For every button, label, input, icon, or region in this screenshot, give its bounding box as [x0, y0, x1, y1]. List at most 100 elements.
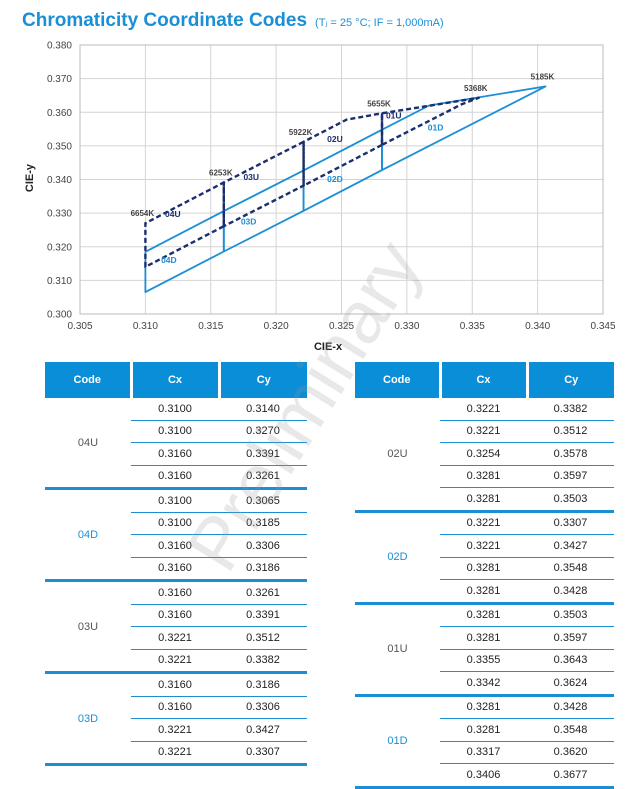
cy-value: 0.3428 [527, 579, 614, 605]
chart-regions [144, 85, 547, 294]
bin-code: 03U [45, 580, 131, 674]
cct-label: 5922K [289, 128, 313, 137]
table-row: 0.3281 0.3428 [355, 579, 614, 605]
cy-value: 0.3391 [219, 442, 307, 466]
y-axis-label: CIE-y [24, 163, 36, 192]
plot-frame [79, 44, 604, 315]
x-tick-label: 0.315 [198, 321, 223, 332]
cy-value: 0.3503 [527, 603, 614, 627]
y-tick-label: 0.320 [47, 242, 72, 253]
right-code-table: Code Cx Cy 02U 0.3221 0.3382 0.3221 0.3512 0.325… [355, 362, 614, 789]
y-tick-label: 0.330 [47, 209, 72, 220]
table-row: 0.3221 0.3512 [45, 626, 307, 650]
table-row: 02U 0.3221 0.3382 [355, 398, 614, 513]
table-row: 0.3160 0.3261 [45, 465, 307, 490]
table-row: 0.3221 0.3307 [45, 741, 307, 766]
region-label: 03D [241, 217, 257, 227]
cy-value: 0.3620 [527, 741, 614, 764]
cy-value: 0.3270 [219, 420, 307, 443]
cy-value: 0.3548 [527, 557, 614, 580]
cy-value: 0.3261 [219, 580, 307, 605]
bin-code: 04U [45, 398, 131, 490]
region-01u [380, 96, 480, 147]
cx-value: 0.3281 [440, 695, 527, 719]
cy-value: 0.3597 [527, 465, 614, 488]
column-header: Cy [525, 362, 614, 398]
region-label: 02U [327, 134, 343, 144]
x-tick-label: 0.345 [590, 321, 615, 332]
x-tick-label: 0.310 [133, 321, 158, 332]
table-row: 0.3355 0.3643 [355, 649, 614, 672]
table-row: 04D 0.3100 0.3065 [45, 488, 307, 582]
table-row: 0.3254 0.3578 [355, 442, 614, 466]
y-tick-label: 0.380 [47, 41, 72, 52]
table-row: 0.3221 0.3427 [355, 534, 614, 558]
cct-label: 5185K [531, 72, 555, 81]
region-label: 02D [327, 174, 343, 184]
table-row: 0.3160 0.3186 [45, 557, 307, 582]
cx-value: 0.3281 [440, 603, 527, 627]
x-tick-label: 0.335 [460, 321, 485, 332]
table-row: 0.3160 0.3391 [45, 442, 307, 466]
column-header: Cx [438, 362, 527, 398]
cy-value: 0.3503 [527, 487, 614, 513]
chart-ticks: 0.305 0.310 0.315 0.320 0.325 0.330 0.335 0.340… [47, 41, 616, 333]
cx-value: 0.3221 [131, 626, 219, 650]
bin-code: 01U [355, 603, 440, 697]
x-axis-label: CIE-x [314, 341, 343, 353]
table-row: 0.3281 0.3548 [355, 557, 614, 580]
cx-value: 0.3355 [440, 649, 527, 672]
region-label: 01U [386, 111, 402, 121]
left-code-table: Code Cx Cy 04U 0.3100 0.3140 0.3100 0.3270 0.316… [45, 362, 307, 766]
cx-value: 0.3221 [440, 534, 527, 558]
cx-value: 0.3281 [440, 626, 527, 650]
cx-value: 0.3221 [131, 741, 219, 766]
cy-value: 0.3307 [527, 511, 614, 535]
cct-label: 5655K [367, 99, 391, 108]
cy-value: 0.3306 [219, 534, 307, 558]
cy-value: 0.3624 [527, 671, 614, 697]
region-04u [144, 181, 226, 269]
column-header: Code [355, 362, 440, 398]
cy-value: 0.3643 [527, 649, 614, 672]
cx-value: 0.3160 [131, 465, 219, 490]
cy-value: 0.3512 [527, 420, 614, 443]
cy-value: 0.3677 [527, 763, 614, 789]
cy-value: 0.3382 [219, 649, 307, 674]
bin-code: 03D [45, 672, 131, 766]
y-tick-label: 0.340 [47, 175, 72, 186]
chromaticity-chart: 0.305 0.310 0.315 0.320 0.325 0.330 0.335 0.340… [24, 41, 616, 354]
table-row: 0.3281 0.3548 [355, 718, 614, 742]
cy-value: 0.3548 [527, 718, 614, 742]
column-header: Code [45, 362, 131, 398]
cy-value: 0.3306 [219, 696, 307, 719]
cx-value: 0.3221 [440, 398, 527, 421]
table-row: 01U 0.3281 0.3503 [355, 603, 614, 697]
cx-value: 0.3221 [440, 511, 527, 535]
cct-label: 5368K [464, 84, 488, 93]
x-tick-label: 0.330 [394, 321, 419, 332]
title-conditions: (Tⱼ = 25 °C; IF = 1,000mA) [315, 17, 444, 29]
table-row: 0.3342 0.3624 [355, 671, 614, 697]
cx-value: 0.3281 [440, 718, 527, 742]
cy-value: 0.3578 [527, 442, 614, 466]
cy-value: 0.3186 [219, 672, 307, 697]
cx-value: 0.3160 [131, 696, 219, 719]
cx-value: 0.3281 [440, 557, 527, 580]
cx-value: 0.3100 [131, 398, 219, 421]
cx-value: 0.3281 [440, 579, 527, 605]
chart-labels: 6654K 6253K 5922K 5655K 5368K 5185K 04U 04D 03U 0… [131, 72, 555, 265]
cx-value: 0.3100 [131, 420, 219, 443]
x-tick-label: 0.340 [525, 321, 550, 332]
region-label: 04D [161, 255, 177, 265]
table-row: 0.3160 0.3306 [45, 696, 307, 719]
cx-value: 0.3254 [440, 442, 527, 466]
cy-value: 0.3427 [527, 534, 614, 558]
cy-value: 0.3307 [219, 741, 307, 766]
cy-value: 0.3512 [219, 626, 307, 650]
bin-code: 02U [355, 398, 440, 513]
table-row: 01D 0.3281 0.3428 [355, 695, 614, 789]
cy-value: 0.3065 [219, 488, 307, 513]
cx-value: 0.3160 [131, 604, 219, 627]
table-row: 0.3100 0.3270 [45, 420, 307, 443]
